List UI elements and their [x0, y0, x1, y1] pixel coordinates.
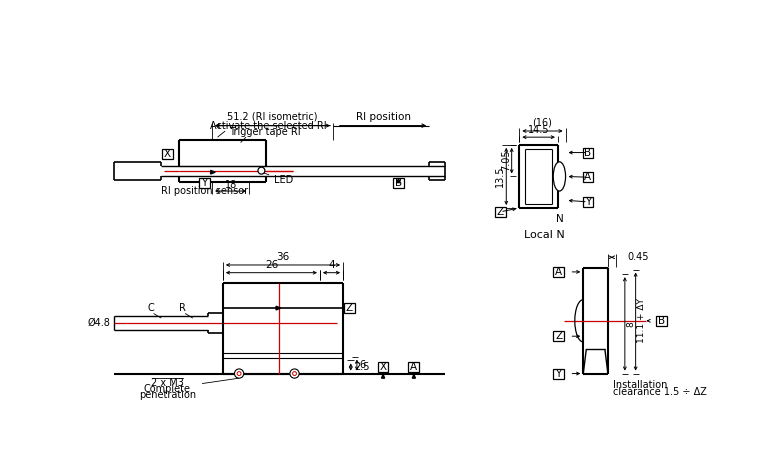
Bar: [393, 178, 403, 189]
Bar: [408, 362, 419, 373]
Text: 8: 8: [627, 321, 635, 327]
Text: Trigger tape RI: Trigger tape RI: [229, 127, 301, 137]
Text: 2 x M3: 2 x M3: [151, 378, 184, 388]
Bar: [553, 331, 564, 341]
Text: 6: 6: [359, 360, 365, 370]
Text: 0.45: 0.45: [627, 252, 648, 262]
Ellipse shape: [553, 162, 565, 191]
Text: 2.5: 2.5: [354, 362, 370, 372]
Text: (16): (16): [533, 118, 552, 128]
Circle shape: [234, 369, 243, 378]
Text: Complete: Complete: [144, 384, 191, 394]
Text: X: X: [164, 149, 171, 159]
Polygon shape: [382, 374, 385, 378]
Text: Installation: Installation: [613, 380, 667, 390]
Text: LED: LED: [274, 175, 293, 185]
Text: A: A: [555, 267, 562, 277]
Bar: [343, 303, 354, 313]
Text: C: C: [147, 303, 154, 314]
Text: A: A: [584, 172, 591, 182]
Text: Activate the selected RI: Activate the selected RI: [209, 121, 326, 131]
Text: Z: Z: [497, 207, 504, 217]
Text: B: B: [658, 316, 665, 326]
Text: A: A: [410, 362, 417, 373]
Text: B: B: [395, 178, 402, 189]
Text: 7.05: 7.05: [501, 150, 511, 171]
Text: N: N: [555, 214, 564, 224]
Text: 18: 18: [225, 180, 236, 189]
Bar: [553, 369, 564, 378]
Text: 26: 26: [265, 260, 278, 270]
Bar: [495, 207, 505, 217]
Text: X: X: [380, 362, 387, 373]
Polygon shape: [413, 374, 416, 378]
Bar: [199, 178, 209, 189]
Text: 11.1 + ΔY: 11.1 + ΔY: [637, 298, 646, 343]
Text: Y: Y: [584, 197, 591, 207]
Text: Z: Z: [346, 303, 353, 313]
Bar: [582, 197, 593, 207]
Bar: [582, 148, 593, 157]
Text: clearance 1.5 ÷ ΔZ: clearance 1.5 ÷ ΔZ: [613, 387, 706, 397]
Polygon shape: [276, 306, 281, 310]
Bar: [553, 267, 564, 277]
Circle shape: [290, 369, 299, 378]
Text: penetration: penetration: [139, 391, 196, 401]
Bar: [162, 149, 172, 159]
Bar: [377, 362, 389, 373]
Text: Y: Y: [201, 178, 208, 189]
Text: 51.2 (RI isometric): 51.2 (RI isometric): [227, 112, 317, 122]
Text: 13.5: 13.5: [495, 166, 505, 187]
Text: Local N: Local N: [524, 230, 565, 239]
Bar: [582, 172, 593, 182]
Text: Ø4.8: Ø4.8: [88, 318, 111, 328]
Text: 4: 4: [328, 260, 335, 270]
Text: Z: Z: [555, 331, 562, 341]
Text: Y: Y: [555, 369, 562, 378]
Text: RI position: RI position: [356, 112, 410, 122]
Text: R: R: [179, 303, 186, 314]
Bar: [656, 316, 667, 326]
Text: 14.5: 14.5: [528, 125, 549, 135]
Polygon shape: [397, 179, 400, 183]
Text: B: B: [584, 148, 591, 157]
Text: 36: 36: [276, 252, 290, 262]
Text: RI position sensor: RI position sensor: [162, 186, 249, 197]
Circle shape: [258, 167, 265, 174]
Polygon shape: [211, 171, 216, 174]
